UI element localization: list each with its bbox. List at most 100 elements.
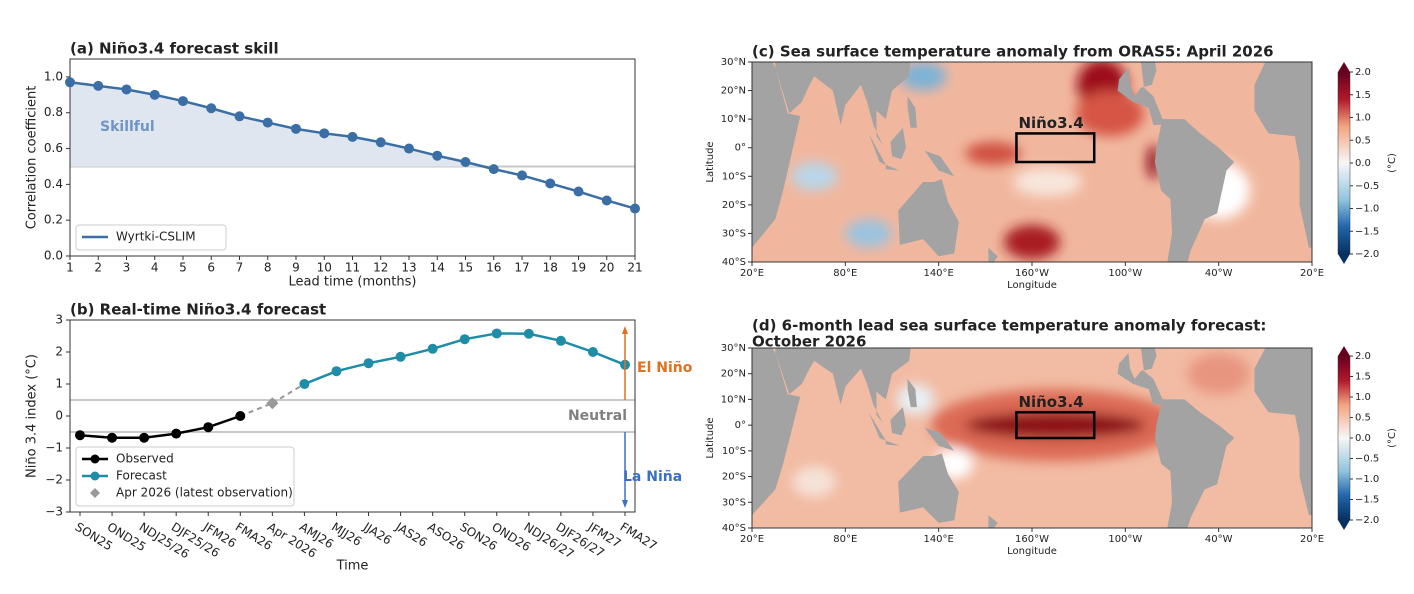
anomaly bbox=[1075, 90, 1145, 137]
panel: (d) 6-month lead sea surface temperature… bbox=[705, 317, 1398, 558]
marker bbox=[601, 195, 612, 206]
x-tick-label: 20°E bbox=[740, 534, 764, 545]
x-tick-label: 100°W bbox=[1108, 534, 1142, 545]
y-axis-label: Correlation coefficient bbox=[25, 86, 40, 230]
x-axis-label: Lead time (months) bbox=[289, 275, 417, 290]
panel-title: (d) 6-month lead sea surface temperature… bbox=[752, 317, 1266, 335]
anomaly-blobs bbox=[792, 353, 1250, 498]
y-tick-label: 2 bbox=[55, 345, 63, 359]
legend-marker bbox=[90, 488, 100, 498]
colorbar-tick-label: −1.0 bbox=[1355, 474, 1379, 485]
land bbox=[885, 440, 900, 446]
marker bbox=[266, 397, 279, 410]
y-tick-label: −3 bbox=[45, 505, 63, 519]
anomaly bbox=[965, 412, 1146, 438]
land bbox=[752, 62, 801, 248]
colorbar bbox=[1337, 355, 1351, 521]
marker bbox=[523, 328, 534, 339]
marker bbox=[555, 335, 566, 346]
series-line bbox=[79, 414, 241, 440]
legend-label: Observed bbox=[116, 452, 174, 466]
anomaly bbox=[1187, 353, 1250, 395]
x-tick-label: 1 bbox=[66, 261, 74, 275]
marker bbox=[121, 84, 132, 95]
marker bbox=[93, 80, 104, 91]
marker bbox=[404, 143, 414, 154]
box-label: Niño3.4 bbox=[1018, 393, 1083, 411]
y-tick-label: 20°S bbox=[722, 472, 746, 483]
marker bbox=[206, 103, 217, 114]
land bbox=[1094, 348, 1235, 528]
colorbar-tick-label: 1.0 bbox=[1355, 113, 1371, 124]
anomaly bbox=[965, 142, 1022, 165]
panel: (a) Niño3.4 forecast skill Skillful 0.0 0.2… bbox=[25, 40, 643, 290]
colorbar-tick-label: 0.0 bbox=[1355, 158, 1371, 169]
y-tick-label: 20°N bbox=[721, 369, 746, 380]
marker bbox=[171, 428, 182, 439]
marker bbox=[432, 150, 443, 161]
marker bbox=[235, 411, 246, 421]
marker bbox=[107, 432, 118, 443]
sst-field bbox=[752, 62, 1312, 262]
x-tick-label: 17 bbox=[514, 261, 529, 275]
y-tick-label: 20°S bbox=[722, 200, 746, 211]
panel-title: (b) Real-time Niño3.4 forecast bbox=[70, 301, 326, 319]
land bbox=[907, 378, 917, 408]
marker bbox=[545, 178, 556, 189]
colorbar-extend bbox=[1338, 520, 1350, 530]
fill-label: Skillful bbox=[100, 119, 155, 135]
x-tick-label: FMA27 bbox=[618, 520, 660, 553]
marker bbox=[459, 334, 470, 345]
x-tick-label: JAS26 bbox=[392, 519, 429, 550]
colorbar-tick-label: −1.0 bbox=[1355, 204, 1379, 215]
land bbox=[988, 247, 998, 262]
panel-title: (c) Sea surface temperature anomaly from… bbox=[752, 43, 1274, 61]
marker bbox=[319, 128, 330, 139]
land bbox=[890, 407, 906, 436]
land bbox=[924, 150, 955, 177]
anomaly bbox=[1013, 167, 1082, 197]
colorbar-tick-label: −2.0 bbox=[1355, 249, 1379, 260]
y-tick-label: −2 bbox=[45, 473, 63, 487]
annotation: Neutral bbox=[568, 408, 627, 424]
x-tick-label: 6 bbox=[207, 261, 215, 275]
colorbar-label: (°C) bbox=[1387, 428, 1398, 448]
y-tick-label: 30°N bbox=[721, 343, 746, 354]
y-tick-label: 40°S bbox=[722, 523, 746, 534]
marker bbox=[203, 422, 214, 433]
panel-title: October 2026 bbox=[752, 333, 866, 351]
colorbar-tick-label: −0.5 bbox=[1355, 181, 1379, 192]
colorbar-tick-label: −2.0 bbox=[1355, 515, 1379, 526]
annotation: El Niño bbox=[637, 360, 693, 376]
legend-marker bbox=[90, 454, 100, 464]
marker bbox=[291, 123, 301, 134]
marker bbox=[395, 351, 406, 362]
marker bbox=[65, 77, 75, 88]
marker bbox=[234, 111, 245, 122]
y-tick-label: 30°S bbox=[722, 228, 746, 239]
x-tick-label: 4 bbox=[151, 261, 159, 275]
x-tick-label: 13 bbox=[401, 261, 416, 275]
land bbox=[1254, 348, 1312, 516]
anomaly bbox=[845, 219, 893, 248]
land bbox=[775, 62, 911, 145]
colorbar-tick-label: 2.0 bbox=[1355, 67, 1371, 78]
colorbar-tick-label: −1.5 bbox=[1355, 226, 1379, 237]
anomaly bbox=[899, 62, 947, 91]
x-tick-label: 160°W bbox=[1015, 534, 1049, 545]
marker bbox=[75, 430, 85, 441]
land bbox=[924, 427, 955, 451]
y-tick-label: 10°S bbox=[722, 171, 746, 182]
land bbox=[898, 179, 959, 257]
land bbox=[752, 348, 801, 516]
x-tick-label: 100°W bbox=[1108, 268, 1142, 279]
land bbox=[898, 453, 959, 523]
legend-label: Apr 2026 (latest observation) bbox=[116, 486, 293, 500]
colorbar-label: (°C) bbox=[1387, 153, 1398, 173]
nino34-box bbox=[1015, 132, 1096, 164]
y-tick-label: 0.4 bbox=[44, 177, 63, 191]
annotation: La Niña bbox=[623, 469, 682, 485]
colorbar-tick-label: 2.0 bbox=[1355, 351, 1371, 362]
marker bbox=[139, 432, 150, 443]
marker bbox=[299, 379, 310, 389]
